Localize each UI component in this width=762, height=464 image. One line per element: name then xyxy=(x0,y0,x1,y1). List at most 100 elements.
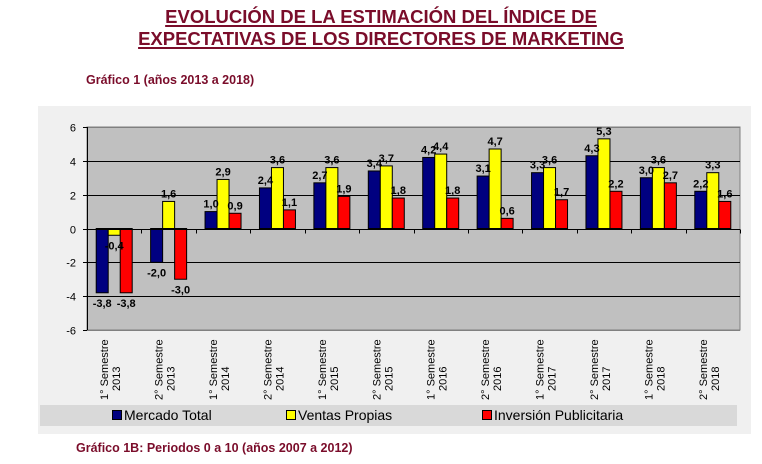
x-tick-label: 1° Semestre 2016 xyxy=(426,339,450,400)
x-tick-label-year: 2014 xyxy=(220,367,232,391)
x-tick-label-semester: 1° Semestre xyxy=(208,339,220,400)
x-tick-label-year: 2013 xyxy=(166,367,178,391)
data-label: 2,2 xyxy=(608,178,623,190)
x-tick-label-semester: 1° Semestre xyxy=(535,339,547,400)
legend-swatch-inversion-publicitaria xyxy=(482,410,492,420)
data-label: -3,8 xyxy=(117,298,136,310)
bar-inversi-n-publicitaria xyxy=(337,195,351,230)
data-label: 3,0 xyxy=(639,165,654,177)
data-label: 3,1 xyxy=(475,163,490,175)
x-tick-label: 1° Semestre 2018 xyxy=(643,339,667,400)
bar-ventas-propias xyxy=(434,153,448,229)
data-label: 4,2 xyxy=(421,144,436,156)
x-tick-label: 1° Semestre 2013 xyxy=(99,339,123,400)
chart-subtitle: Gráfico 1 (años 2013 a 2018) xyxy=(86,73,255,87)
data-label: -0,4 xyxy=(105,240,125,252)
bar-inversi-n-publicitaria xyxy=(500,217,514,230)
data-label: -3,0 xyxy=(171,284,190,296)
x-tick-label-semester: 2° Semestre xyxy=(371,339,383,400)
data-label: 0,6 xyxy=(499,205,514,217)
legend-label-mercado-total: Mercado Total xyxy=(124,407,212,423)
bar-inversi-n-publicitaria xyxy=(282,209,296,229)
legend-swatch-mercado-total xyxy=(112,410,122,420)
x-tick-label: 2° Semestre 2014 xyxy=(262,339,286,400)
x-tick-label: 1° Semestre 2017 xyxy=(535,339,559,400)
legend-label-inversion-publicitaria: Inversión Publicitaria xyxy=(494,407,624,423)
bar-mercado-total xyxy=(367,170,381,230)
data-label: 4,4 xyxy=(433,141,449,153)
bar-mercado-total xyxy=(258,187,272,229)
data-label: 1,7 xyxy=(554,187,569,199)
x-tick-label-semester: 2° Semestre xyxy=(154,339,166,400)
data-label: 3,6 xyxy=(270,155,285,167)
bar-ventas-propias xyxy=(543,167,557,230)
data-label: 3,6 xyxy=(651,155,666,167)
x-tick-label: 2° Semestre 2018 xyxy=(698,339,722,400)
x-tick-label-semester: 1° Semestre xyxy=(643,339,655,400)
data-label: 1,6 xyxy=(161,188,176,200)
x-tick-label-year: 2018 xyxy=(655,367,667,391)
y-tick-label: 4 xyxy=(70,157,76,169)
x-tick-label: 2° Semestre 2013 xyxy=(154,339,178,400)
legend-item-mercado-total: Mercado Total xyxy=(112,407,212,423)
bar-mercado-total xyxy=(585,155,599,229)
x-tick-label-year: 2017 xyxy=(601,367,613,391)
data-label: 1,9 xyxy=(336,183,351,195)
data-label: 2,9 xyxy=(215,166,230,178)
legend-swatch-ventas-propias xyxy=(286,410,296,420)
data-label: 2,7 xyxy=(312,170,327,182)
x-tick-label: 1° Semestre 2015 xyxy=(317,339,341,400)
bar-mercado-total xyxy=(531,172,545,230)
data-label: 2,4 xyxy=(258,175,274,187)
data-label: 3,7 xyxy=(379,153,394,165)
x-tick-label: 2° Semestre 2017 xyxy=(589,339,613,400)
bar-ventas-propias xyxy=(162,200,176,229)
x-tick-label-year: 2017 xyxy=(547,367,559,391)
bar-inversi-n-publicitaria xyxy=(446,197,460,230)
x-tick-label-semester: 2° Semestre xyxy=(262,339,274,400)
x-tick-label-semester: 1° Semestre xyxy=(99,339,111,400)
y-tick-label: -2 xyxy=(66,258,76,270)
bar-ventas-propias xyxy=(270,167,284,230)
x-tick-label-year: 2013 xyxy=(111,367,123,391)
x-tick-label-semester: 2° Semestre xyxy=(698,339,710,400)
bar-mercado-total xyxy=(204,211,218,229)
page-title: EVOLUCIÓN DE LA ESTIMACIÓN DEL ÍNDICE DE… xyxy=(0,6,762,50)
bar-mercado-total xyxy=(476,175,490,229)
y-tick-label: -4 xyxy=(66,292,76,304)
x-tick-label-year: 2015 xyxy=(329,367,341,391)
bar-inversi-n-publicitaria xyxy=(718,200,732,229)
next-chart-subtitle: Gráfico 1B: Periodos 0 a 10 (años 2007 a… xyxy=(76,441,353,455)
data-label: 1,8 xyxy=(391,185,406,197)
chart-legend: Mercado Total Ventas Propias Inversión P… xyxy=(40,405,737,426)
data-label: 1,0 xyxy=(203,199,218,211)
data-label: 3,3 xyxy=(705,160,720,172)
page-title-line-2: EXPECTATIVAS DE LOS DIRECTORES DE MARKET… xyxy=(138,28,624,49)
x-tick-label-semester: 2° Semestre xyxy=(589,339,601,400)
bar-inversi-n-publicitaria xyxy=(228,212,242,229)
data-label: 4,3 xyxy=(584,143,599,155)
bar-mercado-total xyxy=(639,177,653,229)
data-label: 3,4 xyxy=(367,158,383,170)
x-tick-label-year: 2018 xyxy=(710,367,722,391)
x-tick-label-semester: 2° Semestre xyxy=(480,339,492,400)
bar-ventas-propias xyxy=(325,167,339,230)
x-tick-label: 2° Semestre 2015 xyxy=(371,339,395,400)
bar-inversi-n-publicitaria xyxy=(609,190,623,230)
data-label: 2,7 xyxy=(663,170,678,182)
x-tick-label-year: 2014 xyxy=(274,367,286,391)
bar-ventas-propias xyxy=(597,138,611,229)
bar-inversi-n-publicitaria xyxy=(663,182,677,229)
y-tick-label: 6 xyxy=(70,123,76,135)
data-label: 3,3 xyxy=(530,160,545,172)
page-title-line-1: EVOLUCIÓN DE LA ESTIMACIÓN DEL ÍNDICE DE xyxy=(165,6,597,27)
legend-label-ventas-propias: Ventas Propias xyxy=(298,407,393,423)
data-label: 2,2 xyxy=(693,178,708,190)
bar-mercado-total xyxy=(422,156,436,229)
legend-item-inversion-publicitaria: Inversión Publicitaria xyxy=(482,407,623,423)
data-label: 0,9 xyxy=(227,200,242,212)
bar-inversi-n-publicitaria xyxy=(391,197,405,230)
x-tick-label-semester: 1° Semestre xyxy=(317,339,329,400)
data-label: 5,3 xyxy=(596,126,611,138)
